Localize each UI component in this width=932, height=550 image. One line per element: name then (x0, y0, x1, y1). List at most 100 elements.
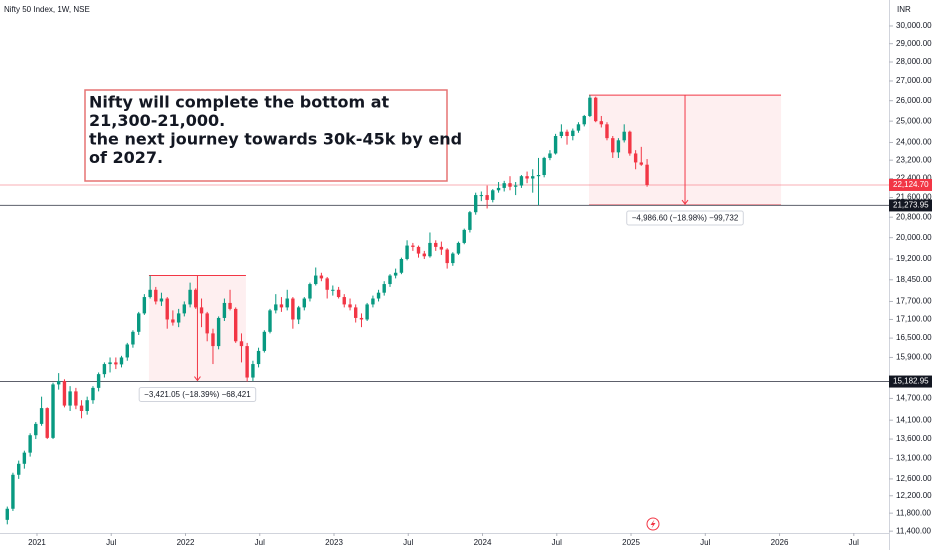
candle-body (434, 242, 438, 247)
candle-body (228, 302, 232, 309)
y-tick-label: 21,600.00 (896, 193, 932, 202)
candle-body (428, 242, 432, 257)
candle-body (79, 405, 84, 412)
candle-body (165, 298, 169, 320)
events-icon[interactable] (646, 517, 660, 531)
candle-body (28, 435, 32, 453)
candle-body (245, 346, 249, 378)
candle-body (274, 304, 278, 311)
x-tick-label: Jul (106, 538, 116, 547)
candle-body (182, 304, 187, 314)
candle-body (473, 195, 478, 213)
price-axis (889, 0, 932, 550)
x-tick-label: Jul (849, 538, 859, 547)
measure-arrow-head (194, 376, 201, 382)
candle-body (599, 121, 604, 125)
candle-body (331, 289, 335, 291)
candle-body (336, 289, 341, 298)
candle-body (74, 391, 78, 406)
x-tick-label: 2025 (622, 538, 640, 547)
candle-body (376, 292, 381, 299)
candle-body (502, 183, 506, 188)
candle-body (462, 229, 466, 243)
y-tick-label: 18,450.00 (896, 275, 932, 284)
candle-body (542, 157, 546, 176)
measure-label-box: −3,421.05 (−18.39%) −68,421 (138, 387, 257, 403)
candle-body (593, 97, 598, 122)
candle-body (605, 124, 609, 139)
candle-body (176, 313, 181, 323)
y-tick-label: 11,800.00 (896, 508, 932, 517)
y-tick-label: 17,700.00 (896, 297, 932, 306)
x-tick-label: Jul (255, 538, 265, 547)
y-tick-label: 13,600.00 (896, 434, 932, 443)
candle-body (468, 212, 472, 230)
measure-arrow-head (681, 199, 689, 205)
x-tick-label: 2023 (325, 538, 343, 547)
candle-body (348, 304, 352, 308)
x-tick-label: 2026 (771, 538, 789, 547)
candle-body (422, 253, 427, 257)
candle-body (22, 452, 27, 464)
candle-body (365, 304, 369, 320)
candle-body (519, 176, 524, 186)
y-tick-label: 12,600.00 (896, 474, 932, 483)
candle-body (85, 400, 89, 412)
candle-body (96, 374, 101, 388)
measure-label-bg (138, 387, 257, 403)
candle-body (342, 297, 346, 305)
x-tick-label: Jul (403, 538, 413, 547)
candle-body (302, 298, 307, 308)
candle-body (479, 195, 484, 197)
price-label-bg (889, 375, 932, 388)
candle-body (137, 313, 141, 332)
measure-label: −4,986.60 (−18.98%) −99,732 (632, 214, 739, 223)
candle-body (536, 175, 541, 177)
candle-body (91, 387, 95, 401)
candle-body (388, 275, 392, 285)
candle-body (416, 246, 421, 254)
y-tick-label: 16,500.00 (896, 333, 932, 342)
candle-body (616, 140, 621, 153)
price-label: 21,273.95 (893, 201, 929, 210)
candle-body (445, 249, 449, 264)
candle-body (222, 302, 227, 318)
candle-body (553, 135, 558, 154)
candle-body (268, 310, 272, 332)
measure-label-box: −4,986.60 (−18.98%) −99,732 (626, 210, 744, 226)
candle-body (34, 423, 38, 436)
candle-body (639, 162, 643, 165)
y-tick-label: 22,400.00 (896, 174, 932, 183)
candle-body (496, 187, 501, 191)
candle-body (319, 275, 324, 279)
y-tick-label: 26,000.00 (896, 96, 932, 105)
candle-body (211, 333, 215, 347)
candle-body (411, 245, 415, 247)
candle-body (256, 350, 261, 365)
candle-body (205, 313, 209, 334)
candle-body (239, 341, 244, 347)
y-tick-label: 29,000.00 (896, 39, 932, 48)
candle-body (559, 131, 564, 136)
candle-body (262, 331, 267, 351)
price-label: 22,124.70 (893, 180, 929, 189)
candle-body (108, 362, 112, 365)
candle-body (131, 331, 135, 345)
candle-body (531, 176, 535, 179)
candle-body (491, 190, 495, 200)
candle-body (451, 253, 455, 264)
candle-body (291, 298, 295, 320)
x-tick-label: 2024 (474, 538, 492, 547)
candle-body (371, 298, 375, 305)
candle-body (633, 153, 638, 163)
x-tick-label: Jul (700, 538, 710, 547)
candle-body (582, 115, 586, 125)
measure-label-bg (626, 210, 744, 226)
candle-body (571, 130, 575, 136)
currency: INR (897, 5, 911, 14)
candle-body (628, 131, 632, 154)
candle-body (5, 508, 9, 520)
candle-body (279, 304, 284, 308)
candle-body (39, 408, 44, 424)
